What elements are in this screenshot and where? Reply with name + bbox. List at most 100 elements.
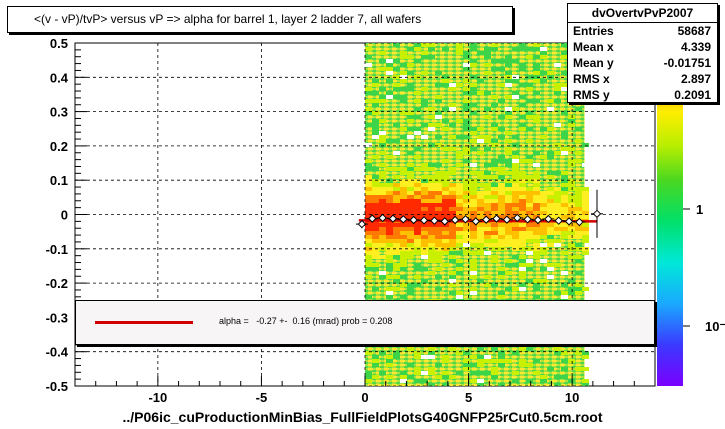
stats-label: Mean y <box>573 56 614 70</box>
heatmap-cell <box>533 91 540 95</box>
heatmap-cell <box>463 123 470 127</box>
profile-point <box>378 213 387 223</box>
heatmap-cell <box>561 271 568 275</box>
heatmap-cell <box>498 195 505 199</box>
heatmap-cell <box>540 215 547 219</box>
heatmap-cell <box>372 243 379 247</box>
heatmap-cell <box>414 115 421 119</box>
heatmap-cell <box>400 199 407 203</box>
heatmap-cell <box>491 199 498 203</box>
heatmap-cell <box>526 199 533 203</box>
x-tick-label: 0 <box>361 390 368 405</box>
heatmap-cell <box>414 127 421 131</box>
heatmap-cell <box>463 199 470 203</box>
heatmap-cell <box>582 351 589 355</box>
heatmap-cell <box>526 159 533 163</box>
heatmap-cell <box>519 63 526 67</box>
heatmap-cell <box>393 95 400 99</box>
heatmap-cell <box>561 151 568 155</box>
heatmap-cell <box>533 187 540 191</box>
heatmap-cell <box>463 191 470 195</box>
heatmap-cell <box>421 99 428 103</box>
heatmap-cell <box>449 135 456 139</box>
heatmap-cell <box>582 379 589 383</box>
heatmap-cell <box>575 127 582 131</box>
heatmap-cell <box>526 223 533 227</box>
heatmap-cell <box>421 379 428 383</box>
heatmap-cell <box>414 351 421 355</box>
heatmap-cell <box>386 187 393 191</box>
heatmap-cell <box>407 111 414 115</box>
heatmap-cell <box>414 195 421 199</box>
heatmap-cell <box>400 267 407 271</box>
heatmap-cell <box>575 227 582 231</box>
heatmap-cell <box>561 223 568 227</box>
heatmap-cell <box>393 235 400 239</box>
heatmap-cell <box>575 199 582 203</box>
y-tick-label: 0.3 <box>50 105 68 120</box>
heatmap-cell <box>519 195 526 199</box>
heatmap-cell <box>421 203 428 207</box>
heatmap-cell <box>414 243 421 247</box>
heatmap-cell <box>561 111 568 115</box>
heatmap-cell <box>463 55 470 59</box>
heatmap-cell <box>533 231 540 235</box>
heatmap-cell <box>428 367 435 371</box>
heatmap-cell <box>498 171 505 175</box>
heatmap-cell <box>421 239 428 243</box>
heatmap-cell <box>449 83 456 87</box>
heatmap-cell <box>372 79 379 83</box>
heatmap-cell <box>372 355 379 359</box>
heatmap-cell <box>533 243 540 247</box>
heatmap-cell <box>561 251 568 255</box>
heatmap-cell <box>393 255 400 259</box>
heatmap-cell <box>568 211 575 215</box>
heatmap-cell <box>533 171 540 175</box>
heatmap-cell <box>400 295 407 299</box>
heatmap-cell <box>421 135 428 139</box>
heatmap-cell <box>505 147 512 151</box>
stats-label: Entries <box>573 24 614 38</box>
heatmap-cell <box>533 119 540 123</box>
heatmap-cell <box>449 247 456 251</box>
heatmap-cell <box>414 215 421 219</box>
heatmap-cell <box>442 119 449 123</box>
heatmap-cell <box>519 247 526 251</box>
heatmap-cell <box>435 99 442 103</box>
heatmap-cell <box>582 367 589 371</box>
heatmap-cell <box>498 191 505 195</box>
heatmap-cell <box>456 183 463 187</box>
heatmap-cell <box>456 235 463 239</box>
heatmap-cell <box>554 383 561 386</box>
heatmap-cell <box>491 167 498 171</box>
heatmap-cell <box>400 255 407 259</box>
heatmap-cell <box>498 99 505 103</box>
heatmap-cell <box>442 179 449 183</box>
heatmap-cell <box>568 123 575 127</box>
heatmap-cell <box>491 367 498 371</box>
heatmap-cell <box>442 375 449 379</box>
heatmap-cell <box>498 239 505 243</box>
heatmap-cell <box>442 247 449 251</box>
heatmap-cell <box>491 195 498 199</box>
heatmap-cell <box>379 143 386 147</box>
heatmap-cell <box>512 379 519 383</box>
heatmap-cell <box>554 143 561 147</box>
chart-title: <(v - vP)/tvP> versus vP => alpha for ba… <box>7 6 513 33</box>
heatmap-cell <box>442 235 449 239</box>
profile-point <box>575 217 584 227</box>
heatmap-cell <box>519 259 526 263</box>
heatmap-cell <box>575 195 582 199</box>
heatmap-cell <box>386 231 393 235</box>
heatmap-cell <box>561 175 568 179</box>
heatmap-cell <box>407 115 414 119</box>
heatmap-cell <box>477 207 484 211</box>
heatmap-cell <box>372 207 379 211</box>
heatmap-cell <box>365 207 372 211</box>
heatmap-cell <box>519 223 526 227</box>
heatmap-cell <box>372 287 379 291</box>
heatmap-cell <box>442 371 449 375</box>
heatmap-cell <box>386 243 393 247</box>
heatmap-cell <box>540 79 547 83</box>
heatmap-cell <box>575 247 582 251</box>
